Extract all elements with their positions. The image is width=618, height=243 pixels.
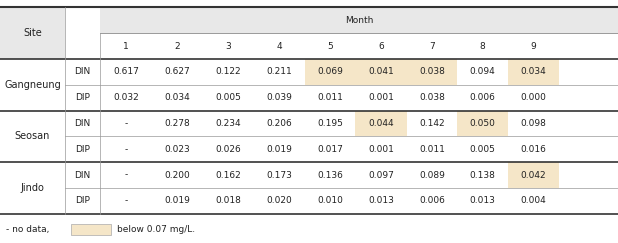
FancyBboxPatch shape <box>508 162 559 188</box>
Text: 9: 9 <box>530 42 536 51</box>
Text: 0.017: 0.017 <box>317 145 343 154</box>
Text: 0.038: 0.038 <box>419 67 445 76</box>
Text: 0.038: 0.038 <box>419 93 445 102</box>
Text: 0.039: 0.039 <box>266 93 292 102</box>
Text: 0.044: 0.044 <box>368 119 394 128</box>
FancyBboxPatch shape <box>407 59 457 85</box>
Text: 0.013: 0.013 <box>368 196 394 205</box>
Text: -: - <box>124 119 128 128</box>
Text: 0.001: 0.001 <box>368 145 394 154</box>
Text: 0.042: 0.042 <box>520 171 546 180</box>
Text: 8: 8 <box>480 42 486 51</box>
Text: 0.032: 0.032 <box>113 93 139 102</box>
Text: 0.020: 0.020 <box>266 196 292 205</box>
Text: 0.162: 0.162 <box>216 171 241 180</box>
FancyBboxPatch shape <box>457 111 508 136</box>
Text: 2: 2 <box>174 42 180 51</box>
Text: 0.200: 0.200 <box>164 171 190 180</box>
Text: DIN: DIN <box>74 171 91 180</box>
Text: 0.142: 0.142 <box>419 119 445 128</box>
Text: 0.211: 0.211 <box>266 67 292 76</box>
Text: DIP: DIP <box>75 93 90 102</box>
Text: -: - <box>124 171 128 180</box>
Text: 0.617: 0.617 <box>113 67 139 76</box>
Text: 0.019: 0.019 <box>266 145 292 154</box>
Text: DIP: DIP <box>75 145 90 154</box>
Text: Month: Month <box>345 16 373 25</box>
Text: 0.094: 0.094 <box>470 67 496 76</box>
Text: Gangneung: Gangneung <box>4 80 61 90</box>
Text: 0.206: 0.206 <box>266 119 292 128</box>
Text: 0.005: 0.005 <box>470 145 496 154</box>
Text: Jindo: Jindo <box>20 183 44 193</box>
FancyBboxPatch shape <box>355 59 407 85</box>
Text: 0.006: 0.006 <box>419 196 445 205</box>
Text: 0.122: 0.122 <box>216 67 241 76</box>
Text: 0.026: 0.026 <box>216 145 241 154</box>
Text: 0.098: 0.098 <box>520 119 546 128</box>
Text: Site: Site <box>23 28 42 38</box>
Text: 0.136: 0.136 <box>317 171 343 180</box>
Text: 0.005: 0.005 <box>216 93 241 102</box>
Text: 6: 6 <box>378 42 384 51</box>
Text: - no data,: - no data, <box>6 225 49 234</box>
Text: 0.000: 0.000 <box>520 93 546 102</box>
Text: 0.013: 0.013 <box>470 196 496 205</box>
Text: 0.089: 0.089 <box>419 171 445 180</box>
Text: 0.016: 0.016 <box>520 145 546 154</box>
Text: 0.001: 0.001 <box>368 93 394 102</box>
Text: 0.018: 0.018 <box>216 196 241 205</box>
Text: 0.023: 0.023 <box>164 145 190 154</box>
Text: 0.627: 0.627 <box>164 67 190 76</box>
Text: 0.006: 0.006 <box>470 93 496 102</box>
FancyBboxPatch shape <box>0 7 65 59</box>
FancyBboxPatch shape <box>305 59 355 85</box>
Text: Seosan: Seosan <box>15 131 50 141</box>
Text: 0.234: 0.234 <box>216 119 241 128</box>
Text: DIP: DIP <box>75 196 90 205</box>
Text: 0.050: 0.050 <box>470 119 496 128</box>
Text: 5: 5 <box>327 42 333 51</box>
Text: DIN: DIN <box>74 67 91 76</box>
FancyBboxPatch shape <box>71 224 111 235</box>
Text: 4: 4 <box>276 42 282 51</box>
Text: DIN: DIN <box>74 119 91 128</box>
Text: 0.069: 0.069 <box>317 67 343 76</box>
Text: -: - <box>124 196 128 205</box>
Text: 0.034: 0.034 <box>164 93 190 102</box>
FancyBboxPatch shape <box>100 7 618 33</box>
Text: -: - <box>124 145 128 154</box>
FancyBboxPatch shape <box>355 111 407 136</box>
Text: 1: 1 <box>123 42 129 51</box>
Text: 7: 7 <box>429 42 435 51</box>
Text: 3: 3 <box>226 42 231 51</box>
Text: 0.034: 0.034 <box>520 67 546 76</box>
Text: 0.011: 0.011 <box>317 93 343 102</box>
Text: below 0.07 mg/L.: below 0.07 mg/L. <box>117 225 195 234</box>
FancyBboxPatch shape <box>508 59 559 85</box>
Text: 0.138: 0.138 <box>470 171 496 180</box>
Text: 0.041: 0.041 <box>368 67 394 76</box>
Text: 0.195: 0.195 <box>317 119 343 128</box>
Text: 0.010: 0.010 <box>317 196 343 205</box>
Text: 0.278: 0.278 <box>164 119 190 128</box>
Text: 0.004: 0.004 <box>520 196 546 205</box>
Text: 0.011: 0.011 <box>419 145 445 154</box>
Text: 0.173: 0.173 <box>266 171 292 180</box>
Text: 0.097: 0.097 <box>368 171 394 180</box>
Text: 0.019: 0.019 <box>164 196 190 205</box>
